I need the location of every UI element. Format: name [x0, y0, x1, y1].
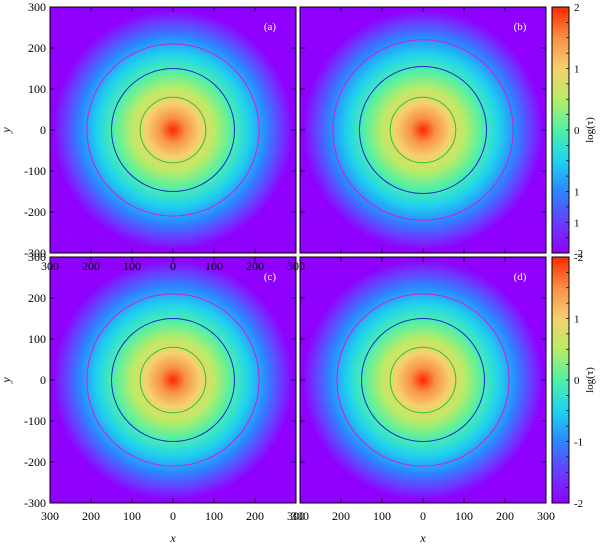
panel-c-label: (c): [264, 271, 277, 283]
panel-d-xtick-label: 0: [420, 509, 426, 523]
panel-d-contours: [336, 293, 510, 467]
colorbar-tick-label: 1: [574, 187, 580, 199]
colorbar-bottom-gradient: [552, 257, 569, 503]
panel-a-field-disc: [50, 7, 296, 253]
panel-a: (a): [49, 6, 297, 254]
colorbar-tick-label: -2: [574, 252, 583, 264]
panel-a-ylabel: y: [0, 127, 13, 134]
panel-d-xtick-label: 300: [537, 509, 555, 523]
panel-c-field-disc: [50, 257, 296, 503]
panel-b-label: (b): [514, 21, 527, 33]
panel-c-xtick-label: 300: [41, 509, 59, 523]
panel-a-contour-1: [111, 68, 235, 192]
panel-d-tick-marks: [299, 256, 547, 504]
panel-a-xtick-label: 200: [246, 259, 264, 273]
panel-c-contour-0: [139, 346, 207, 414]
colorbar-top-ticks: 2 1 0 1 1 -2: [566, 2, 583, 260]
panel-c: (c): [49, 256, 297, 504]
panel-a-ytick-label: 0: [40, 123, 46, 137]
panel-c-ytick-label: 0: [40, 373, 46, 387]
panel-d-contour-2: [336, 293, 510, 467]
panel-d-xtick-label: 300: [291, 509, 309, 523]
panel-a-xtick-label: 200: [82, 259, 100, 273]
panel-c-xtick-label: 100: [123, 509, 141, 523]
panel-b-contour-0: [389, 96, 457, 164]
panel-c-xtick-label: 100: [205, 509, 223, 523]
panel-b-contour-2: [332, 39, 514, 221]
colorbar-tick-label: -2: [574, 498, 583, 510]
panel-d-xtick-label: 200: [332, 509, 350, 523]
colorbar-tick-label: 0: [574, 375, 580, 387]
panel-a-tick-marks: [49, 6, 297, 254]
panel-a-ytick-label: 200: [28, 41, 46, 55]
panel-a-contour-2: [86, 43, 260, 217]
panel-a-xtick-label: 300: [287, 259, 305, 273]
panel-b: (b): [299, 6, 547, 254]
panel-d-xlabel: x: [419, 531, 426, 545]
panel-b-contour-1: [358, 65, 488, 195]
colorbar-tick-label: -1: [574, 437, 583, 449]
panel-d-xtick-label: 100: [373, 509, 391, 523]
panel-c-ylabel: y: [0, 377, 13, 384]
panel-c-ytick-label: 200: [28, 291, 46, 305]
panel-a-contour-0: [139, 96, 207, 164]
panel-c-ytick-label: 100: [28, 332, 46, 346]
panel-c-ytick-label: -300: [24, 496, 46, 510]
colorbar-tick-label: 1: [574, 64, 580, 76]
colorbar-tick-label: 1: [574, 314, 580, 326]
panel-c-xtick-label: 300: [287, 509, 305, 523]
panel-a-ytick-label: -200: [24, 205, 46, 219]
colorbar-top-label: log(τ): [584, 117, 596, 143]
colorbar-bottom: -2 1 0 -1 -2 log(τ): [551, 252, 596, 510]
colorbar-top-gradient: [552, 7, 569, 253]
panel-a-ytick-label: 300: [28, 0, 46, 14]
panel-a-ytick-label: -300: [24, 246, 46, 260]
panel-a-xtick-label: 100: [123, 259, 141, 273]
panel-a-label: (a): [264, 21, 277, 33]
panel-c-contour-2: [86, 293, 260, 467]
panel-d-field-disc: [300, 257, 546, 503]
panel-d-contour-1: [361, 318, 485, 442]
panel-c-xtick-label: 200: [82, 509, 100, 523]
panel-b-field-disc: [300, 7, 546, 253]
panel-a-contours: [86, 43, 260, 217]
panel-c-ytick-label: -100: [24, 414, 46, 428]
colorbar-tick-label: 1: [574, 217, 580, 229]
panel-c-contours: [86, 293, 260, 467]
colorbar-tick-label: 0: [574, 125, 580, 137]
panel-c-ytick-label: -200: [24, 455, 46, 469]
panel-a-ytick-label: 100: [28, 82, 46, 96]
panel-c-xtick-label: 200: [246, 509, 264, 523]
panel-b-contours: [332, 39, 514, 221]
panel-c-xtick-label: 0: [170, 509, 176, 523]
colorbar-tick-label: -2: [574, 248, 583, 260]
panel-d-xtick-label: 100: [455, 509, 473, 523]
panel-a-xtick-label: 0: [170, 259, 176, 273]
panel-d: (d): [299, 256, 547, 504]
panel-c-ytick-label: 300: [28, 250, 46, 264]
panel-a-xtick-label: 100: [205, 259, 223, 273]
colorbar-top: 2 1 0 1 1 -2 log(τ): [551, 2, 596, 260]
panel-d-label: (d): [514, 271, 527, 283]
tick-labels: 300 200 100 0 100 200 3003002001000-100-200-30…: [24, 0, 555, 523]
panel-d-xtick-label: 200: [496, 509, 514, 523]
panel-c-tick-marks: [49, 256, 297, 504]
panel-b-tick-marks: [299, 6, 547, 254]
colorbar-tick-label: 2: [574, 2, 580, 14]
panel-a-xtick-label: 300: [41, 259, 59, 273]
panel-c-xlabel: x: [169, 531, 176, 545]
colorbar-bottom-label: log(τ): [584, 367, 596, 393]
panel-c-contour-1: [111, 318, 235, 442]
colorbar-bottom-ticks: -2 1 0 -1 -2: [566, 252, 583, 510]
panel-d-contour-0: [389, 346, 457, 414]
panel-a-ytick-label: -100: [24, 164, 46, 178]
